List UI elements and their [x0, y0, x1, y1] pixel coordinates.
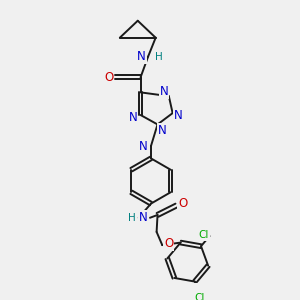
- Text: N: N: [139, 211, 148, 224]
- Text: Cl: Cl: [194, 293, 205, 300]
- Text: O: O: [104, 71, 113, 84]
- Text: N: N: [158, 124, 167, 136]
- Text: N: N: [160, 85, 169, 98]
- Text: N: N: [129, 111, 137, 124]
- Text: N: N: [174, 109, 183, 122]
- Text: N: N: [139, 140, 148, 153]
- Text: N: N: [137, 50, 146, 63]
- Text: O: O: [178, 197, 188, 210]
- Text: H: H: [154, 52, 162, 61]
- Text: H: H: [128, 213, 136, 223]
- Text: Cl: Cl: [199, 230, 209, 240]
- Text: O: O: [164, 237, 173, 250]
